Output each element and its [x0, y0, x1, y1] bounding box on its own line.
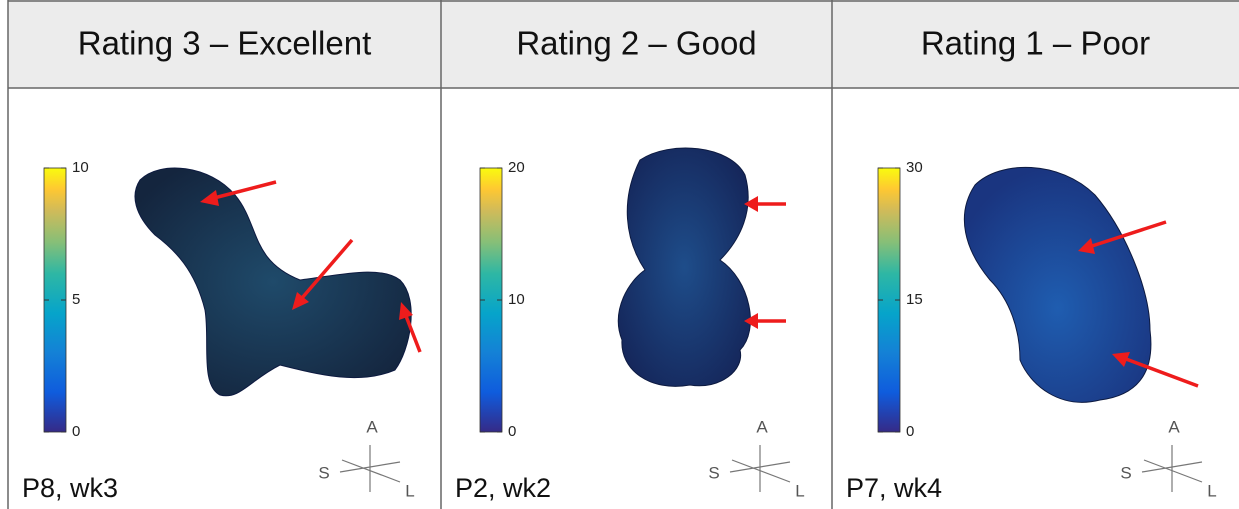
colorbar-tick-label: 15: [906, 291, 923, 308]
orientation-axis: [729, 461, 791, 473]
orientation-axis: [339, 461, 401, 473]
orientation-label: A: [756, 417, 768, 436]
orientation-axis: [1141, 461, 1203, 473]
orientation-axis: [1143, 459, 1203, 483]
orientation-label: S: [318, 463, 329, 482]
panel-caption: P7, wk4: [846, 473, 942, 503]
orientation-axis: [731, 459, 791, 483]
orientation-label: L: [405, 481, 414, 500]
colorbar-tick-label: 30: [906, 159, 923, 176]
colorbar-tick-label: 0: [72, 423, 80, 440]
orientation-axis: [341, 459, 401, 483]
panel-caption: P8, wk3: [22, 473, 118, 503]
panels: Rating 3 – Excellent P8, wk3 0 5 10 A S L Rating…: [22, 25, 1217, 503]
table-frame: [7, 0, 1239, 509]
orientation-label: A: [366, 417, 378, 436]
orientation-label: L: [795, 481, 804, 500]
colorbar-tick-label: 0: [508, 423, 516, 440]
column-header: Rating 3 – Excellent: [78, 25, 372, 62]
panel-1-image: [134, 167, 422, 397]
column-header: Rating 2 – Good: [516, 25, 756, 62]
orientation-label: L: [1207, 481, 1216, 500]
colorbar-tick-label: 5: [72, 291, 80, 308]
colorbar-tick-label: 10: [72, 159, 89, 176]
panel-3-image: [963, 166, 1199, 403]
panel-caption: P2, wk2: [455, 473, 551, 503]
column-header: Rating 1 – Poor: [921, 25, 1150, 62]
orientation-label: S: [1120, 463, 1131, 482]
colorbar-tick-label: 20: [508, 159, 525, 176]
orientation-label: A: [1168, 417, 1180, 436]
colorbar-tick-label: 10: [508, 291, 525, 308]
orientation-label: S: [708, 463, 719, 482]
panel-2-image: [617, 147, 786, 387]
colorbar-tick-label: 0: [906, 423, 914, 440]
